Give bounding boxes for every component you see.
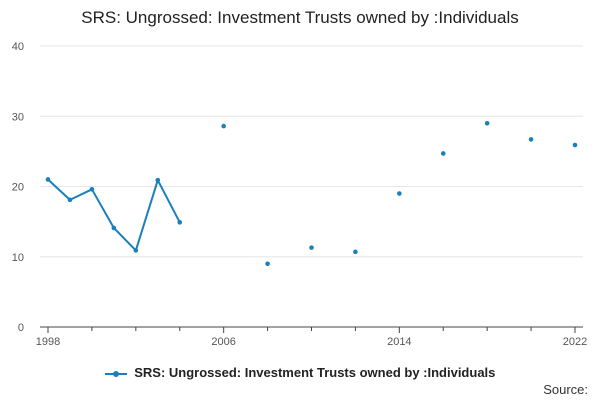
data-point xyxy=(265,261,270,267)
data-point xyxy=(572,142,578,148)
data-point xyxy=(221,123,226,129)
y-tick-label: 10 xyxy=(12,252,24,264)
data-point xyxy=(353,249,358,255)
series-layer xyxy=(45,120,578,267)
x-tick-label: 2022 xyxy=(563,336,587,348)
x-tick-label: 2006 xyxy=(211,336,235,348)
x-tick-label: 2014 xyxy=(387,336,411,348)
data-point xyxy=(440,151,446,156)
data-point xyxy=(309,245,314,250)
y-tick-label: 0 xyxy=(18,322,24,334)
x-tick-label: 1998 xyxy=(36,336,60,348)
data-point xyxy=(484,120,490,126)
data-point xyxy=(397,191,402,196)
y-tick-label: 20 xyxy=(12,182,24,194)
gridlines xyxy=(40,45,583,258)
source-label: Source: xyxy=(543,382,588,397)
data-point xyxy=(528,137,534,142)
axes: 0 10 20 30 40 1998 2006 2014 2022 xyxy=(12,41,587,348)
data-point xyxy=(155,177,161,183)
data-point xyxy=(89,187,95,192)
data-point xyxy=(177,220,183,225)
data-point xyxy=(111,225,117,231)
legend-swatch-icon xyxy=(104,369,127,379)
legend-dot xyxy=(112,370,119,377)
data-point xyxy=(45,177,51,182)
data-point xyxy=(67,197,73,203)
data-point xyxy=(133,248,139,253)
chart-title: SRS: Ungrossed: Investment Trusts owned … xyxy=(81,8,519,27)
y-tick-label: 30 xyxy=(12,111,24,123)
legend-label: SRS: Ungrossed: Investment Trusts owned … xyxy=(134,365,496,380)
y-tick-label: 40 xyxy=(12,41,24,53)
legend: SRS: Ungrossed: Investment Trusts owned … xyxy=(0,365,600,380)
series-line xyxy=(47,178,181,252)
